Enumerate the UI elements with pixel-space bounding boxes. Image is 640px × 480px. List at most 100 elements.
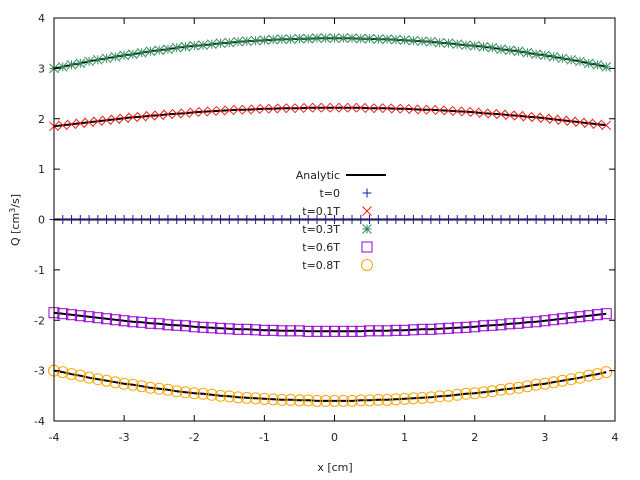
legend-label: t=0 [319, 187, 340, 200]
data-point-cross [57, 120, 68, 131]
data-point-circle [91, 373, 104, 386]
data-point-plus [67, 215, 77, 224]
data-point-square [565, 312, 577, 324]
x-tick-label: 4 [612, 431, 619, 444]
data-point-star [566, 54, 577, 65]
data-point-star [347, 33, 357, 44]
legend: Analytic t=0 t=0.1T t=0.3T t=0.6T t=0.8T [296, 169, 386, 272]
data-point-star [461, 40, 471, 51]
x-tick-label: -2 [189, 431, 200, 444]
data-point-circle [223, 390, 236, 403]
data-point-cross [66, 119, 77, 130]
data-point-cross [540, 113, 550, 124]
data-point-star [215, 38, 226, 49]
data-point-circle [442, 389, 455, 402]
data-point-star [154, 45, 165, 56]
data-point-circle [337, 394, 350, 407]
data-point-square [188, 321, 200, 333]
data-point-plus [102, 215, 112, 224]
y-axis-label: Q [cm3/s] [8, 194, 22, 246]
data-point-circle [302, 394, 315, 407]
y-tick-label: -4 [34, 415, 45, 428]
data-point-star [426, 36, 436, 47]
data-point-plus [75, 215, 85, 224]
data-point-circle [100, 374, 113, 387]
x-tick-label: -3 [119, 431, 130, 444]
x-axis-label: x [cm] [317, 461, 352, 474]
data-point-square [364, 325, 376, 337]
data-point-cross [513, 110, 524, 121]
data-point-cross [461, 106, 471, 117]
data-point-plus [198, 215, 208, 224]
data-point-square [153, 318, 165, 330]
data-point-circle [293, 394, 306, 407]
data-point-cross [206, 106, 217, 117]
data-point-cross [101, 115, 112, 126]
data-point-plus [443, 215, 453, 224]
data-point-plus [514, 215, 524, 224]
data-point-star [548, 51, 559, 62]
data-point-cross [250, 104, 261, 115]
data-point-star [601, 62, 612, 72]
data-point-square [302, 325, 314, 337]
data-point-circle [495, 383, 508, 396]
data-point-circle [74, 369, 87, 382]
data-point-plus [365, 215, 375, 224]
data-point-cross [557, 115, 568, 126]
data-point-circle [56, 366, 69, 379]
data-point-cross [189, 107, 200, 118]
data-point-circle [556, 374, 569, 387]
data-point-square [162, 319, 174, 331]
data-point-circle [284, 393, 297, 406]
data-point-star [128, 49, 138, 60]
data-point-circle [530, 378, 543, 391]
y-tick-label: 2 [38, 113, 45, 126]
data-point-star [540, 50, 550, 61]
data-point-circle [363, 394, 376, 407]
data-point-star [198, 40, 208, 51]
data-point-square [329, 325, 340, 337]
data-point-star [101, 53, 112, 64]
data-point-circle [83, 371, 96, 384]
data-point-cross [241, 104, 252, 115]
data-point-square [127, 316, 139, 328]
data-point-circle [398, 392, 411, 405]
data-point-plus [189, 215, 199, 224]
analytic-line [53, 106, 607, 128]
y-tick-label: 1 [38, 163, 45, 176]
data-point-star [399, 35, 410, 46]
data-point-cross [408, 104, 419, 115]
data-point-cross [320, 102, 331, 113]
legend-label: Analytic [296, 169, 340, 182]
data-point-plus [487, 215, 497, 224]
data-point-star [417, 36, 428, 47]
data-point-plus [321, 215, 331, 224]
data-point-plus [259, 215, 269, 224]
data-point-plus [312, 215, 322, 224]
data-point-circle [451, 388, 464, 401]
data-point-circle [310, 394, 323, 407]
data-point-cross [75, 118, 86, 129]
data-point-circle [249, 392, 262, 405]
data-point-cross [548, 114, 559, 125]
data-point-star [224, 37, 235, 48]
data-point-plus [347, 215, 357, 224]
data-point-cross [504, 110, 515, 121]
legend-marker-star [362, 224, 372, 234]
data-point-star [180, 41, 191, 52]
data-point-cross [277, 103, 287, 114]
analytic-line [53, 311, 607, 333]
data-point-circle [573, 371, 586, 384]
data-point-cross [145, 110, 156, 121]
data-point-circle [538, 377, 551, 390]
data-point-square [460, 321, 472, 333]
legend-label: t=0.3T [302, 223, 340, 236]
data-point-circle [275, 393, 288, 406]
data-point-cross [268, 103, 278, 114]
data-point-cross [566, 116, 577, 127]
data-point-circle [547, 376, 560, 389]
data-point-star [57, 62, 68, 72]
data-point-square [478, 320, 490, 332]
data-point-plus [549, 215, 559, 224]
data-point-star [496, 44, 506, 55]
